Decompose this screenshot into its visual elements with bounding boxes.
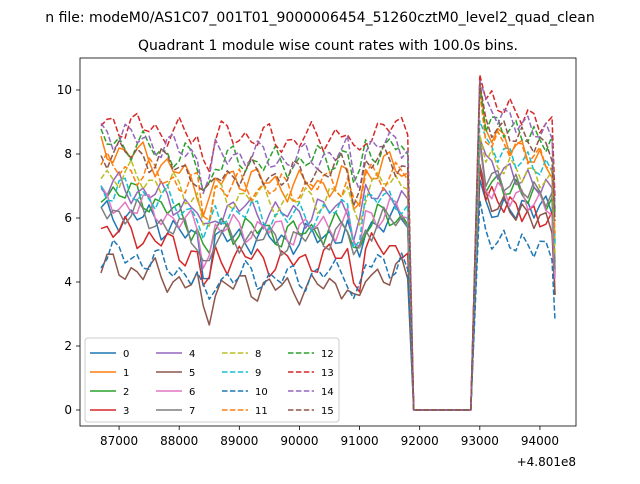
y-tick-label: 10 [57, 83, 72, 97]
legend-label-3: 3 [123, 406, 129, 417]
legend-label-15: 15 [321, 406, 334, 417]
series-line-6 [100, 142, 556, 411]
series-line-12 [100, 84, 556, 411]
legend-label-5: 5 [189, 368, 195, 379]
series-line-13 [100, 74, 556, 411]
x-tick-label: 87000 [100, 434, 138, 448]
series-line-11 [100, 90, 556, 411]
x-axis: 87000 88000 89000 90000 91000 92000 93000 94000 [100, 426, 559, 448]
legend-label-2: 2 [123, 387, 129, 398]
legend-label-10: 10 [255, 387, 268, 398]
series-line-15 [100, 82, 556, 411]
figure-suptitle: n file: modeM0/AS1C07_001T01_9000006454_… [45, 10, 594, 26]
legend-label-7: 7 [189, 406, 195, 417]
x-axis-offset-label: +4.801e8 [517, 455, 576, 469]
y-tick-label: 2 [64, 339, 72, 353]
series-line-14 [100, 80, 556, 411]
x-tick-label: 88000 [160, 434, 198, 448]
legend-label-14: 14 [321, 387, 334, 398]
x-tick-label: 91000 [340, 434, 378, 448]
x-tick-label: 92000 [401, 434, 439, 448]
plot-frame [79, 57, 577, 427]
x-tick-label: 89000 [220, 434, 258, 448]
legend-label-9: 9 [255, 368, 261, 379]
y-tick-label: 4 [64, 275, 72, 289]
y-tick-label: 8 [64, 147, 72, 161]
legend-label-13: 13 [321, 368, 334, 379]
y-axis: 0 2 4 6 8 10 [57, 83, 80, 417]
series-line-8 [100, 133, 556, 411]
series-line-4 [100, 137, 556, 411]
x-tick-label: 94000 [521, 434, 559, 448]
chart-title: Quadrant 1 module wise count rates with … [138, 38, 518, 54]
x-tick-label: 90000 [280, 434, 318, 448]
legend-box [84, 337, 340, 423]
legend-label-8: 8 [255, 349, 261, 360]
series-line-7 [100, 136, 556, 411]
series-line-5 [100, 163, 556, 411]
legend-label-11: 11 [255, 406, 268, 417]
legend-label-1: 1 [123, 368, 129, 379]
series-line-10 [100, 199, 556, 411]
y-tick-label: 0 [64, 403, 72, 417]
series-line-2 [100, 141, 556, 411]
legend-label-0: 0 [123, 349, 129, 360]
series-line-9 [100, 120, 556, 411]
legend-label-12: 12 [321, 349, 334, 360]
series-line-3 [100, 167, 556, 411]
legend-label-6: 6 [189, 387, 195, 398]
x-tick-label: 93000 [461, 434, 499, 448]
y-tick-label: 6 [64, 211, 72, 225]
series-layer [100, 74, 556, 411]
legend-label-4: 4 [189, 349, 195, 360]
